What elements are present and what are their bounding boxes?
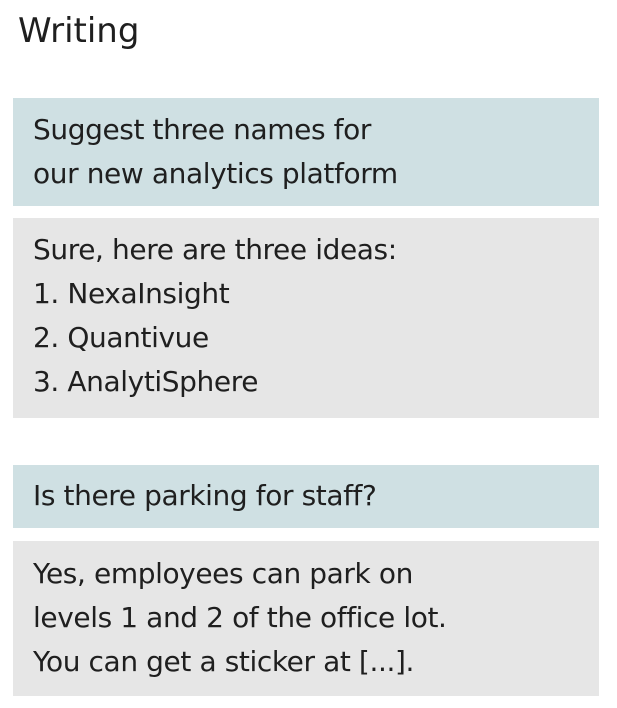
message-line: levels 1 and 2 of the office lot. — [33, 601, 447, 634]
assistant-message-bubble: Sure, here are three ideas: 1. NexaInsig… — [13, 218, 599, 418]
message-line: 2. Quantivue — [33, 321, 209, 354]
message-line: Yes, employees can park on — [33, 557, 413, 590]
message-line: 1. NexaInsight — [33, 277, 230, 310]
message-line: You can get a sticker at [...]. — [33, 645, 414, 678]
message-line: Sure, here are three ideas: — [33, 233, 397, 266]
message-line: 3. AnalytiSphere — [33, 365, 259, 398]
message-line: our new analytics platform — [33, 157, 398, 190]
assistant-message-bubble: Yes, employees can park on levels 1 and … — [13, 541, 599, 696]
user-message-bubble: Is there parking for staff? — [13, 465, 599, 528]
message-line: Suggest three names for — [33, 113, 371, 146]
message-line: Is there parking for staff? — [33, 479, 377, 512]
page-title: Writing — [18, 11, 140, 51]
user-message-bubble: Suggest three names for our new analytic… — [13, 98, 599, 206]
